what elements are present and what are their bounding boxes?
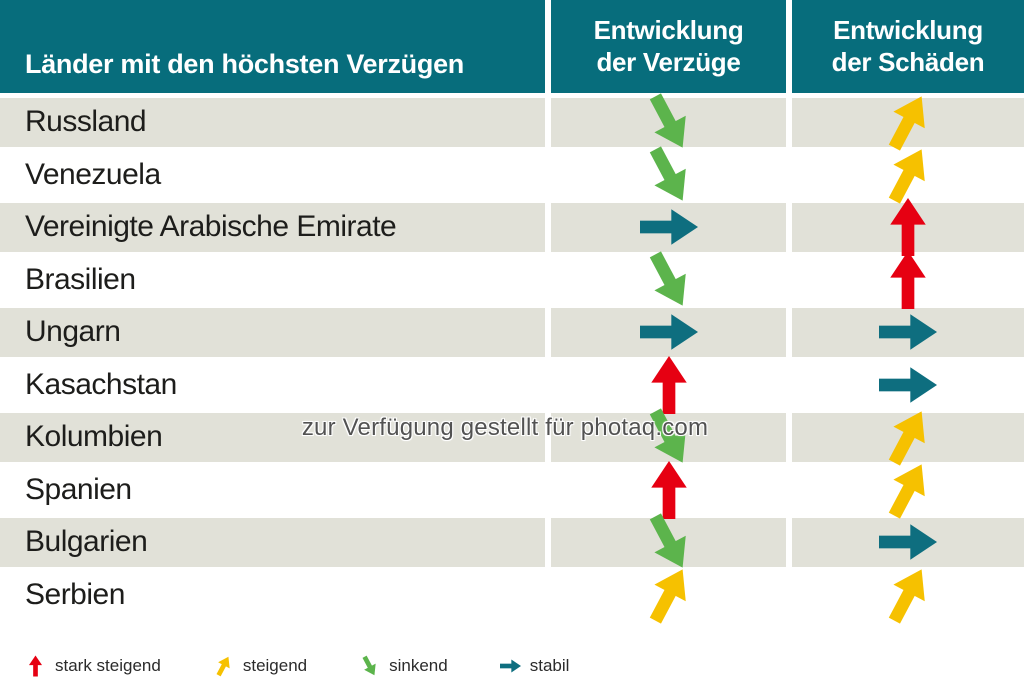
table-row: Venezuela: [0, 146, 1024, 204]
legend-label: sinkend: [389, 656, 448, 675]
verzuege-cell: [551, 355, 786, 414]
header-country-label: Länder mit den höchsten Verzügen: [25, 49, 464, 79]
schaeden-trend-arrow-icon: [889, 250, 927, 309]
legend-label: stark steigend: [55, 656, 161, 675]
legend-item: sinkend: [359, 653, 448, 678]
table-row: Kasachstan: [0, 355, 1024, 414]
schaeden-cell: [792, 569, 1024, 624]
verzuege-cell: [551, 251, 786, 308]
verzuege-trend-arrow-icon: [638, 88, 699, 157]
country-cell: Serbien: [0, 570, 545, 623]
schaeden-cell: [792, 518, 1024, 571]
verzuege-trend-arrow-icon: [638, 403, 699, 472]
schaeden-cell: [792, 198, 1024, 257]
schaeden-trend-arrow-icon: [879, 523, 937, 561]
table-row: Russland: [0, 93, 1024, 151]
country-cell: Vereinigte Arabische Emirate: [0, 203, 545, 256]
legend-item: stabil: [499, 656, 570, 676]
table-row: Brasilien: [0, 250, 1024, 309]
schaeden-cell: [792, 411, 1024, 466]
verzuege-cell: [551, 569, 786, 624]
country-cell: Venezuela: [0, 150, 545, 203]
country-name: Bulgarien: [25, 525, 148, 559]
country-name: Venezuela: [25, 157, 161, 191]
schaeden-cell: [792, 149, 1024, 204]
header-schaeden-label: Entwicklung der Schäden: [831, 14, 985, 77]
country-name: Spanien: [25, 472, 132, 506]
verzuege-trend-arrow-icon: [639, 313, 698, 351]
table-header: Länder mit den höchsten Verzügen Entwick…: [0, 0, 1024, 93]
table-row: Spanien: [0, 460, 1024, 519]
verzuege-trend-arrow-icon: [638, 560, 699, 629]
schaeden-cell: [792, 250, 1024, 309]
watermark: zur Verfügung gestellt für photaq.com: [301, 414, 709, 441]
country-cell: Kasachstan: [0, 360, 545, 413]
table-row: Kolumbien: [0, 408, 1024, 466]
verzuege-trend-arrow-icon: [638, 245, 699, 314]
table-row: Bulgarien: [0, 513, 1024, 571]
verzuege-cell: [551, 203, 786, 256]
country-cell: Ungarn: [0, 308, 545, 361]
country-cell: Bulgarien: [0, 518, 545, 571]
verzuege-cell: [551, 308, 786, 361]
schaeden-cell: [792, 308, 1024, 361]
schaeden-trend-arrow-icon: [878, 455, 939, 524]
legend-arrow-icon: [28, 655, 43, 677]
legend-item: stark steigend: [25, 655, 161, 677]
header-schaeden-column: Entwicklung der Schäden: [792, 0, 1024, 93]
legend-label: steigend: [242, 656, 308, 675]
table-row: Vereinigte Arabische Emirate: [0, 198, 1024, 257]
verzuege-cell: [551, 513, 786, 571]
header-country-column: Länder mit den höchsten Verzügen: [0, 0, 545, 93]
legend-arrow-icon: [212, 653, 234, 678]
country-cell: Spanien: [0, 465, 545, 518]
schaeden-trend-arrow-icon: [879, 313, 937, 351]
verzuege-trend-arrow-icon: [638, 140, 699, 209]
verzuege-cell: [551, 93, 786, 151]
country-name: Kasachstan: [25, 367, 177, 401]
schaeden-trend-arrow-icon: [878, 560, 939, 629]
country-cell: Brasilien: [0, 255, 545, 308]
schaeden-trend-arrow-icon: [879, 366, 937, 404]
header-verzuege-label: Entwicklung der Verzüge: [593, 14, 744, 77]
country-cell: Russland: [0, 98, 545, 151]
legend-arrow-icon: [359, 653, 381, 678]
schaeden-trend-arrow-icon: [878, 140, 939, 209]
country-name: Ungarn: [25, 315, 121, 349]
table-row: Serbien: [0, 569, 1024, 624]
header-separator: [0, 93, 1024, 98]
country-name: Serbien: [25, 577, 125, 611]
country-cell: Kolumbien: [0, 413, 545, 466]
country-name: Vereinigte Arabische Emirate: [25, 210, 397, 244]
verzuege-trend-arrow-icon: [650, 355, 688, 414]
legend-item: steigend: [212, 653, 308, 678]
schaeden-trend-arrow-icon: [878, 88, 939, 157]
table-row: Ungarn: [0, 308, 1024, 361]
country-name: Kolumbien: [25, 420, 163, 454]
schaeden-trend-arrow-icon: [889, 198, 927, 257]
verzuege-cell: [551, 408, 786, 466]
table-body: Russland Venezuela Vereinigte Arabische …: [0, 93, 1024, 624]
verzuege-trend-arrow-icon: [639, 208, 698, 246]
verzuege-trend-arrow-icon: [638, 508, 699, 577]
verzuege-trend-arrow-icon: [650, 460, 688, 519]
legend-label: stabil: [529, 656, 570, 675]
verzuege-cell: [551, 146, 786, 203]
schaeden-cell: [792, 96, 1024, 151]
country-name: Russland: [25, 105, 147, 139]
legend-arrow-icon: [499, 659, 521, 673]
schaeden-cell: [792, 464, 1024, 519]
legend: stark steigend steigend sinkend stabil: [25, 653, 570, 678]
header-verzuege-column: Entwicklung der Verzüge: [551, 0, 786, 93]
schaeden-cell: [792, 360, 1024, 413]
verzuege-cell: [551, 460, 786, 519]
country-name: Brasilien: [25, 262, 136, 296]
schaeden-trend-arrow-icon: [878, 403, 939, 472]
